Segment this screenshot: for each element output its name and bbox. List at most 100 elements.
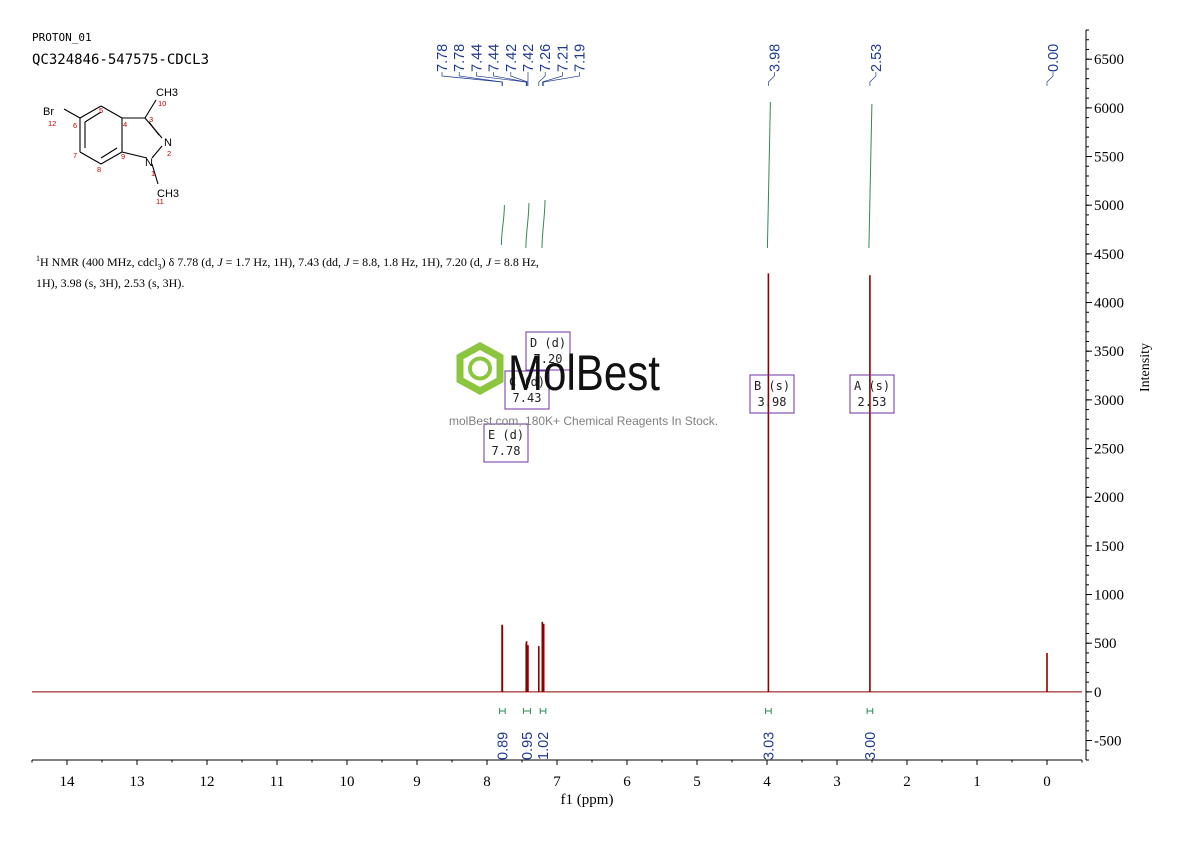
nmr-j2: J <box>344 255 350 269</box>
x-axis-label: f1 (ppm) <box>561 792 614 808</box>
nmr-j1: J <box>217 255 223 269</box>
y-tick-label: 0 <box>1094 685 1102 701</box>
y-tick-label: 1000 <box>1094 588 1124 604</box>
integral-value: 0.89 <box>495 732 511 760</box>
atom-number-8: 8 <box>97 165 101 174</box>
peak-label-connector <box>538 72 546 86</box>
atom-number-9: 9 <box>121 152 125 161</box>
peak-label: 7.26 <box>538 44 554 72</box>
multiplet-box <box>849 374 895 414</box>
x-tick-label: 0 <box>1043 774 1051 790</box>
atom-number-5: 5 <box>99 106 103 115</box>
y-tick-label: 3500 <box>1094 344 1124 360</box>
multiplet-shift: 7.20 <box>534 352 563 366</box>
integral-value: 1.02 <box>536 732 552 760</box>
integral-curve <box>766 101 771 249</box>
y-tick-label: 4500 <box>1094 247 1124 263</box>
x-tick-label: 12 <box>200 774 215 790</box>
multiplet-box <box>749 374 795 414</box>
multiplet-shift: 7.43 <box>513 391 542 405</box>
integral-value: 3.03 <box>761 732 777 760</box>
multiplet-box <box>483 423 529 463</box>
peak-label-connector <box>493 72 527 86</box>
integral-curve <box>500 204 505 246</box>
n1-label: N <box>145 157 153 169</box>
multiplet-box <box>525 331 571 371</box>
integral-curve <box>525 202 530 249</box>
peak-label-connector <box>543 72 580 86</box>
y-tick-label: 6500 <box>1094 52 1124 68</box>
nmr-p1: H NMR (400 MHz, cdcl <box>40 255 158 269</box>
br-label: Br <box>43 106 54 118</box>
peak-label: 7.78 <box>435 44 451 72</box>
ch3-bottom-label: CH3 <box>157 188 179 200</box>
atom-number-2: 2 <box>167 149 171 158</box>
integral-value: 3.00 <box>863 732 879 760</box>
y-tick-label: -500 <box>1094 734 1122 750</box>
atom-number-1: 1 <box>151 169 155 178</box>
nmr-p5: = 8.8 Hz, <box>491 255 539 269</box>
atom-number-12: 12 <box>48 119 56 128</box>
y-tick-label: 6000 <box>1094 101 1124 117</box>
peak-label-connector <box>768 72 775 86</box>
peak-label-connector <box>510 72 528 86</box>
nmr-p2: ) δ 7.78 (d, <box>161 255 218 269</box>
multiplet-annotation: D (d) 7.20 <box>525 331 571 371</box>
x-tick-label: 8 <box>483 774 491 790</box>
peak-label: 7.44 <box>469 44 485 72</box>
peak-label-connector <box>441 72 503 86</box>
peak-label-connector <box>1046 72 1054 86</box>
nmr-description: 1H NMR (400 MHz, cdcl3) δ 7.78 (d, J = 1… <box>36 250 626 292</box>
atom-number-3: 3 <box>149 115 153 124</box>
atom-number-7: 7 <box>73 151 77 160</box>
sample-id: QC324846-547575-CDCL3 <box>32 52 210 68</box>
multiplet-label: D (d) <box>530 336 566 350</box>
nmr-j3: J <box>485 255 492 269</box>
multiplet-label: E (d) <box>488 428 524 442</box>
peak-label-connector <box>458 72 503 86</box>
y-axis-label: Intensity <box>1138 343 1153 392</box>
experiment-name: PROTON_01 <box>32 31 92 44</box>
x-tick-label: 5 <box>693 774 701 790</box>
nmr-p6: 1H), 3.98 (s, 3H), 2.53 (s, 3H). <box>36 276 185 291</box>
atom-number-6: 6 <box>73 121 77 130</box>
y-tick-label: 2500 <box>1094 442 1124 458</box>
x-tick-label: 7 <box>553 774 561 790</box>
multiplet-box <box>504 370 550 410</box>
multiplet-label: B (s) <box>754 379 790 393</box>
x-tick-label: 2 <box>903 774 911 790</box>
x-tick-label: 14 <box>60 774 76 790</box>
peak-label-connector <box>541 72 563 86</box>
x-tick-label: 9 <box>413 774 421 790</box>
watermark-caption: molBest.com, 180K+ Chemical Reagents In … <box>449 414 719 428</box>
nmr-sub: 3 <box>157 262 162 272</box>
peak-label: 7.42 <box>504 44 520 72</box>
y-tick-label: 4000 <box>1094 296 1124 312</box>
atom-number-4: 4 <box>123 120 127 129</box>
peak-label: 0.00 <box>1046 44 1062 72</box>
integral-curve <box>541 199 546 249</box>
peak-label: 2.53 <box>869 44 885 72</box>
multiplet-annotation: B (s) 3.98 <box>749 374 795 414</box>
multiplet-label: A (s) <box>854 379 890 393</box>
y-tick-label: 5500 <box>1094 150 1124 166</box>
multiplet-shift: 3.98 <box>758 395 787 409</box>
y-tick-label: 3000 <box>1094 393 1124 409</box>
multiplet-annotation: A (s) 2.53 <box>849 374 895 414</box>
atom-number-10: 10 <box>158 99 166 108</box>
multiplet-annotation: E (d) 7.78 <box>483 423 529 463</box>
nmr-p3: = 1.7 Hz, 1H), 7.43 (dd, <box>222 255 345 269</box>
molecule-structure: CH3 N N CH3 Br 10 3 2 1 11 4 5 6 7 8 9 1… <box>43 87 179 206</box>
integral-curve <box>868 103 873 249</box>
atom-number-11: 11 <box>156 197 164 206</box>
x-tick-label: 13 <box>130 774 145 790</box>
x-tick-label: 11 <box>270 774 284 790</box>
x-tick-label: 6 <box>623 774 631 790</box>
nmr-p4: = 8.8, 1.8 Hz, 1H), 7.20 (d, <box>349 255 486 269</box>
ch3-top-label: CH3 <box>156 87 178 99</box>
x-tick-label: 1 <box>973 774 981 790</box>
y-tick-label: 5000 <box>1094 198 1124 214</box>
x-tick-label: 3 <box>833 774 841 790</box>
multiplet-shift: 7.78 <box>492 444 521 458</box>
